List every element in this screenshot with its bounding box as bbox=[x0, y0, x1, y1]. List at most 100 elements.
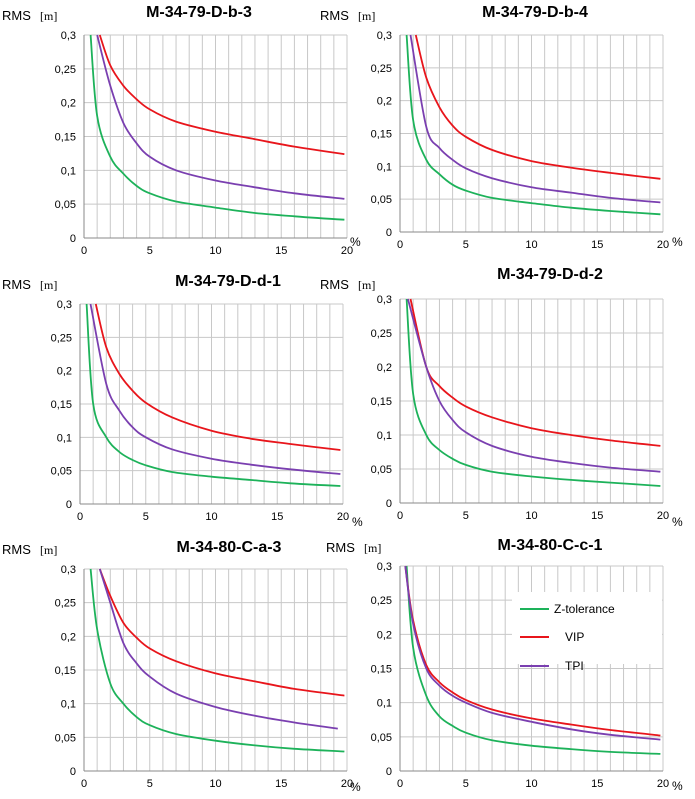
y-axis-label: RMS bbox=[320, 8, 349, 23]
x-tick-label: 10 bbox=[209, 245, 221, 257]
y-tick-label: 0,2 bbox=[61, 98, 76, 110]
panel-M-34-79-D-b-4: 0 0,05 0,1 0,15 0,2 0,25 0,3 0 5 10 15 20 RMS [m] M-34… bbox=[320, 4, 683, 251]
x-tick-label: 15 bbox=[275, 778, 287, 790]
x-tick-label: 20 bbox=[657, 239, 669, 251]
x-tick-label: 10 bbox=[205, 511, 217, 523]
y-tick-label: 0,25 bbox=[371, 595, 392, 607]
panel-M-34-79-D-d-2: 0 0,05 0,1 0,15 0,2 0,25 0,3 0 5 10 15 20 RMS [m] M-34… bbox=[320, 266, 683, 529]
x-axis-label: % bbox=[350, 780, 361, 794]
x-tick-label: 10 bbox=[525, 239, 537, 251]
x-tick-label: 10 bbox=[525, 778, 537, 790]
y-tick-label: 0,1 bbox=[377, 161, 392, 173]
x-tick-label: 20 bbox=[341, 245, 353, 257]
series-line-z-tolerance bbox=[89, 34, 345, 221]
chart-title: M-34-79-D-d-2 bbox=[497, 266, 603, 283]
y-tick-label: 0,05 bbox=[55, 199, 76, 211]
panel-M-34-80-C-a-3: 0 0,05 0,1 0,15 0,2 0,25 0,3 0 5 10 15 20 RMS [m] M-34… bbox=[2, 539, 361, 794]
series-line-vip bbox=[98, 34, 345, 155]
y-tick-label: 0 bbox=[66, 499, 72, 511]
series-line-tpi bbox=[404, 565, 661, 741]
chart-title: M-34-79-D-b-4 bbox=[482, 4, 588, 21]
y-tick-label: 0,25 bbox=[371, 328, 392, 340]
chart-title: M-34-79-D-b-3 bbox=[146, 4, 252, 21]
y-tick-label: 0,25 bbox=[371, 63, 392, 75]
series-line-vip bbox=[404, 565, 661, 737]
x-tick-label: 5 bbox=[463, 510, 469, 522]
x-tick-label: 15 bbox=[271, 511, 283, 523]
y-tick-label: 0 bbox=[70, 766, 76, 778]
x-tick-label: 10 bbox=[525, 510, 537, 522]
y-tick-label: 0,2 bbox=[377, 629, 392, 641]
plot-area: 0 0,05 0,1 0,15 0,2 0,25 0,3 0 5 10 15 20 bbox=[371, 30, 670, 251]
series-line-vip bbox=[409, 298, 661, 447]
y-tick-label: 0,15 bbox=[371, 129, 392, 141]
x-tick-label: 20 bbox=[657, 778, 669, 790]
chart-title: M-34-79-D-d-1 bbox=[175, 273, 281, 290]
y-axis-label: RMS bbox=[320, 277, 349, 292]
y-tick-label: 0 bbox=[386, 498, 392, 510]
plot-area: 0 0,05 0,1 0,15 0,2 0,25 0,3 0 5 10 15 20 bbox=[371, 294, 670, 522]
legend-label-tpi: TPI bbox=[565, 659, 584, 673]
series-line-vip bbox=[98, 568, 345, 697]
y-tick-label: 0,15 bbox=[55, 665, 76, 677]
y-tick-label: 0,05 bbox=[371, 732, 392, 744]
y-tick-label: 0,05 bbox=[51, 466, 72, 478]
x-tick-label: 5 bbox=[463, 239, 469, 251]
y-tick-label: 0,3 bbox=[377, 294, 392, 306]
x-axis-label: % bbox=[350, 235, 361, 249]
series-line-z-tolerance bbox=[89, 568, 345, 753]
x-tick-label: 10 bbox=[209, 778, 221, 790]
x-tick-label: 5 bbox=[463, 778, 469, 790]
y-tick-label: 0,2 bbox=[61, 631, 76, 643]
x-tick-label: 0 bbox=[397, 778, 403, 790]
series-line-vip bbox=[94, 303, 341, 451]
x-tick-label: 15 bbox=[275, 245, 287, 257]
y-tick-label: 0,3 bbox=[61, 564, 76, 576]
series-line-z-tolerance bbox=[85, 303, 341, 487]
series-line-tpi bbox=[407, 298, 661, 473]
y-tick-label: 0,3 bbox=[377, 30, 392, 42]
panel-M-34-79-D-b-3: 0 0,05 0,1 0,15 0,2 0,25 0,3 0 5 10 15 20 RMS [m] M-34… bbox=[2, 4, 361, 257]
y-axis-label: RMS bbox=[2, 277, 31, 292]
y-axis-unit: [m] bbox=[358, 9, 375, 23]
x-axis-label: % bbox=[672, 515, 683, 529]
series-line-tpi bbox=[96, 34, 345, 200]
y-axis-label: RMS bbox=[2, 8, 31, 23]
legend-label-vip: VIP bbox=[565, 630, 584, 644]
series-line-tpi bbox=[89, 303, 341, 475]
series-line-z-tolerance bbox=[405, 34, 661, 216]
x-tick-label: 0 bbox=[77, 511, 83, 523]
panel-M-34-80-C-c-1: 0 0,05 0,1 0,15 0,2 0,25 0,3 0 5 10 15 20 RMS [m] M-34… bbox=[326, 537, 683, 793]
chart-title: M-34-80-C-a-3 bbox=[177, 539, 282, 556]
panel-M-34-79-D-d-1: 0 0,05 0,1 0,15 0,2 0,25 0,3 0 5 10 15 20 RMS [m] M-34… bbox=[2, 273, 363, 529]
chart-title: M-34-80-C-c-1 bbox=[498, 537, 603, 554]
x-axis-label: % bbox=[352, 515, 363, 529]
x-tick-label: 0 bbox=[81, 245, 87, 257]
x-tick-label: 20 bbox=[657, 510, 669, 522]
y-tick-label: 0,15 bbox=[371, 396, 392, 408]
y-tick-label: 0,25 bbox=[55, 64, 76, 76]
y-tick-label: 0,15 bbox=[51, 399, 72, 411]
y-tick-label: 0,15 bbox=[55, 132, 76, 144]
series-line-z-tolerance bbox=[405, 565, 661, 755]
y-tick-label: 0,1 bbox=[61, 165, 76, 177]
x-axis-label: % bbox=[672, 235, 683, 249]
y-tick-label: 0,05 bbox=[371, 194, 392, 206]
y-tick-label: 0,2 bbox=[377, 362, 392, 374]
x-tick-label: 15 bbox=[591, 778, 603, 790]
y-tick-label: 0,3 bbox=[61, 30, 76, 42]
legend: Z-tolerance VIP TPI bbox=[512, 592, 662, 673]
y-tick-label: 0 bbox=[386, 227, 392, 239]
x-tick-label: 15 bbox=[591, 239, 603, 251]
y-tick-label: 0,05 bbox=[55, 732, 76, 744]
y-tick-label: 0,05 bbox=[371, 464, 392, 476]
x-tick-label: 20 bbox=[341, 778, 353, 790]
y-tick-label: 0,15 bbox=[371, 664, 392, 676]
plot-area: 0 0,05 0,1 0,15 0,2 0,25 0,3 0 5 10 15 20 bbox=[55, 564, 354, 790]
y-axis-unit: [m] bbox=[40, 9, 57, 23]
y-axis-unit: [m] bbox=[358, 278, 375, 292]
x-tick-label: 5 bbox=[147, 778, 153, 790]
y-axis-label: RMS bbox=[326, 540, 355, 555]
y-axis-unit: [m] bbox=[40, 543, 57, 557]
